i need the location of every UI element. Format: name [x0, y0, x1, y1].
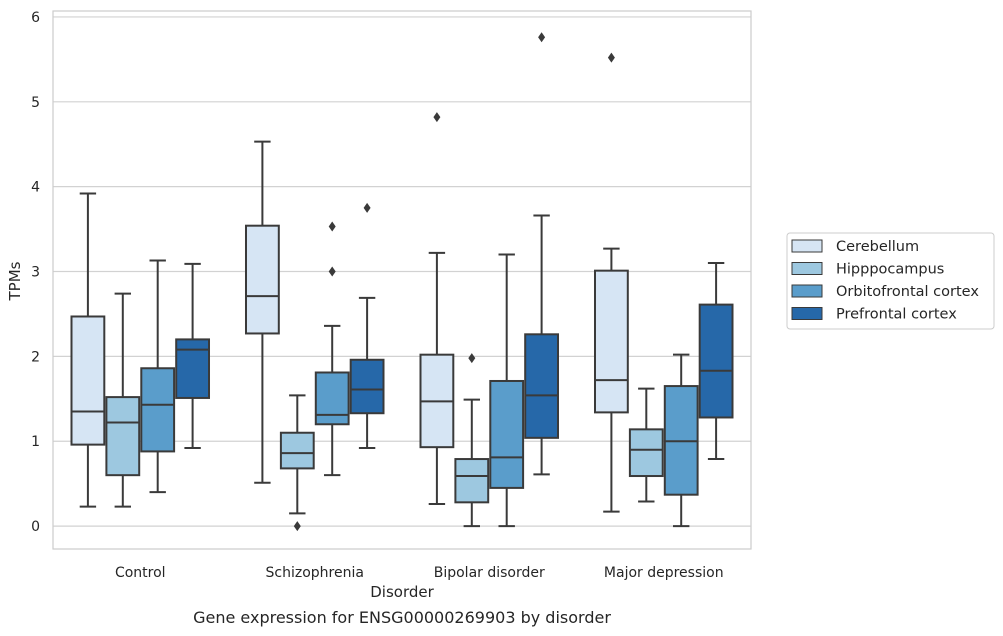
- x-tick-label: Bipolar disorder: [434, 565, 545, 581]
- box-body: [70, 315, 106, 446]
- legend-swatch: [791, 284, 823, 298]
- box-0-3: [175, 262, 211, 450]
- box-body: [314, 371, 350, 426]
- box-2-2: [489, 253, 525, 528]
- box-body: [628, 428, 664, 478]
- boxes: [70, 32, 734, 532]
- box-2-1: [454, 353, 490, 528]
- outlier-point: [328, 266, 336, 277]
- legend-label: Orbitofrontal cortex: [836, 284, 979, 300]
- x-axis-label: Disorder: [370, 583, 434, 601]
- box-body: [454, 458, 490, 504]
- box-body: [279, 431, 315, 470]
- box-0-2: [140, 259, 176, 494]
- legend: Cerebellum Hipppocampus Orbitofrontal cort…: [786, 232, 995, 330]
- box-1-0: [244, 140, 280, 484]
- y-tick-label: 4: [31, 180, 40, 196]
- box-3-0: [593, 52, 629, 513]
- box-0-0: [70, 192, 106, 508]
- box-3-2: [663, 353, 699, 528]
- legend-swatch: [791, 262, 823, 275]
- y-tick-label: 2: [31, 349, 40, 365]
- box-body: [698, 303, 734, 419]
- box-1-2: [314, 221, 350, 477]
- box-body: [524, 333, 560, 439]
- box-body: [593, 269, 629, 414]
- outlier-point: [607, 52, 615, 63]
- outlier-point: [328, 221, 336, 232]
- box-2-3: [524, 32, 560, 476]
- box-body: [175, 338, 211, 399]
- box-3-1: [628, 387, 664, 503]
- legend-swatch: [791, 307, 823, 320]
- box-0-1: [105, 292, 141, 508]
- box-3-3: [698, 262, 734, 461]
- x-tick-label: Control: [115, 565, 166, 581]
- plot-frame: [52, 10, 752, 550]
- box-body: [489, 379, 525, 489]
- y-tick-label: 1: [31, 434, 40, 450]
- outlier-point: [293, 521, 301, 532]
- legend-label: Prefrontal cortex: [836, 307, 957, 323]
- legend-label: Hipppocampus: [836, 262, 944, 278]
- y-tick-label: 3: [31, 265, 40, 281]
- outlier-point: [363, 202, 371, 213]
- chart-caption: Gene expression for ENSG00000269903 by d…: [193, 608, 611, 627]
- legend-swatch: [791, 239, 823, 253]
- box-body: [105, 396, 141, 477]
- y-tick-label: 0: [31, 519, 40, 535]
- box-1-3: [349, 202, 385, 450]
- box-body: [140, 367, 176, 453]
- outlier-point: [433, 112, 441, 123]
- y-tick-label: 5: [31, 95, 40, 111]
- outlier-point: [538, 32, 546, 43]
- box-1-1: [279, 394, 315, 532]
- y-axis-label: TPMs: [6, 261, 24, 301]
- box-body: [349, 358, 385, 415]
- box-2-0: [419, 112, 455, 506]
- legend-label: Cerebellum: [836, 239, 919, 255]
- x-tick-labels: Control Schizophrenia Bipolar disorder Majo…: [115, 565, 724, 581]
- y-tick-label: 6: [31, 10, 40, 26]
- y-tick-labels: 0 1 2 3 4 5 6: [31, 10, 40, 535]
- outlier-point: [468, 353, 476, 364]
- x-tick-label: Major depression: [604, 565, 724, 581]
- box-body: [244, 224, 280, 335]
- x-tick-label: Schizophrenia: [266, 565, 364, 581]
- legend-frame: [786, 232, 995, 330]
